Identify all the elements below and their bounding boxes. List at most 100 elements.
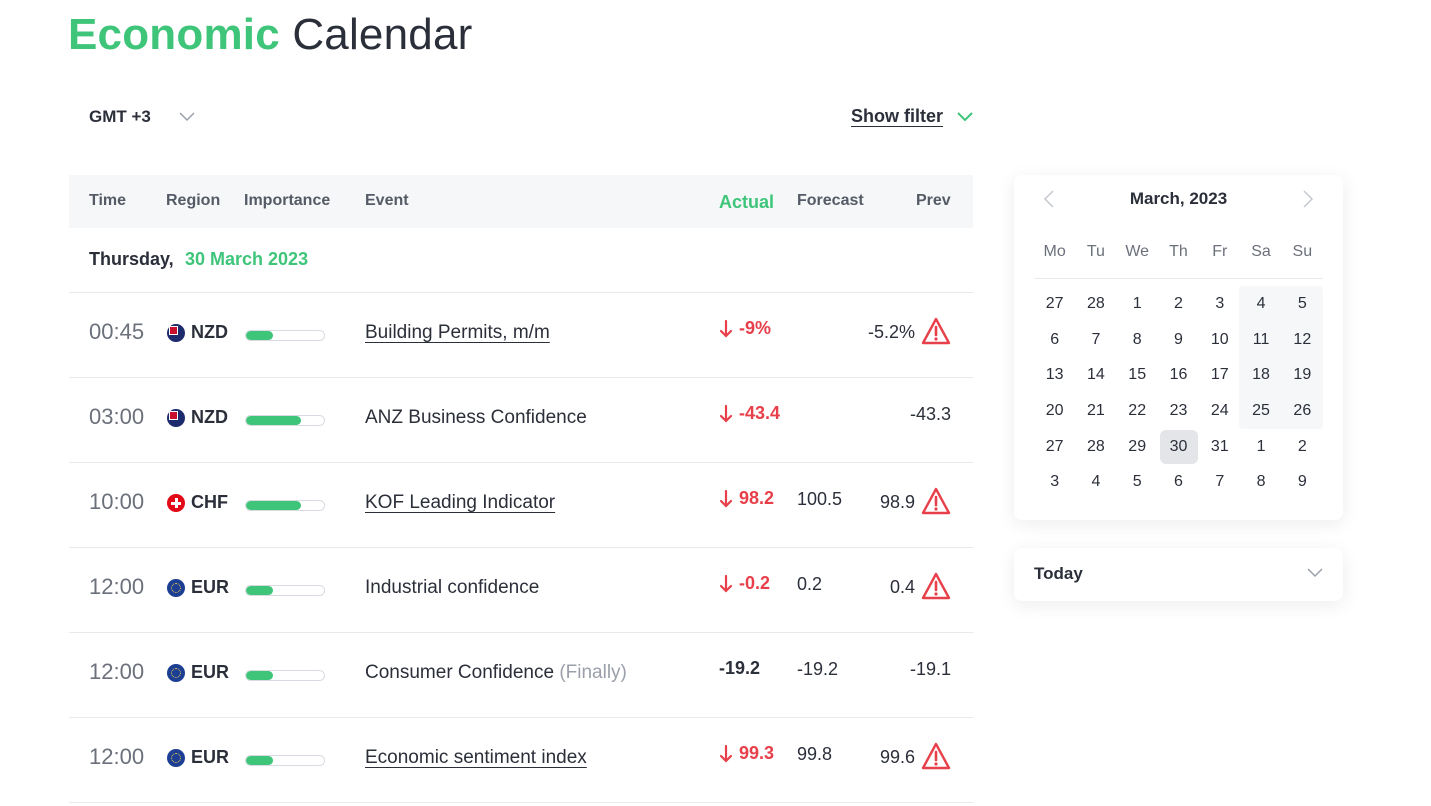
- calendar-day[interactable]: 13: [1034, 357, 1075, 393]
- actual-value: -9%: [739, 318, 772, 338]
- calendar-day[interactable]: 1: [1240, 429, 1281, 465]
- event-title: KOF Leading Indicator: [365, 492, 556, 513]
- chevron-left-icon[interactable]: [1042, 189, 1056, 209]
- calendar-day[interactable]: 2: [1158, 286, 1199, 322]
- event-prev: -43.3: [910, 404, 951, 425]
- calendar-day-number: 17: [1210, 366, 1229, 384]
- calendar-day-number: 15: [1128, 366, 1147, 384]
- event-time: 12:00: [89, 744, 145, 769]
- weekday-label: Fr: [1212, 243, 1228, 260]
- prev-value: -5.2%: [867, 321, 915, 342]
- prev-value: 99.6: [879, 746, 915, 767]
- calendar-day-number: 8: [1132, 330, 1142, 348]
- calendar-day[interactable]: 5: [1282, 286, 1323, 322]
- calendar-day[interactable]: 30: [1158, 429, 1199, 465]
- calendar-day[interactable]: 19: [1282, 357, 1323, 393]
- warning-icon: [921, 572, 951, 600]
- calendar-day[interactable]: 28: [1075, 286, 1116, 322]
- flag-icon: [167, 663, 185, 682]
- weekend-highlight: [1239, 286, 1323, 429]
- calendar-day[interactable]: 2: [1282, 429, 1323, 465]
- calendar-week: 20 21 22 23 24 25 26: [1034, 393, 1323, 429]
- calendar-day[interactable]: 23: [1158, 393, 1199, 429]
- calendar-day[interactable]: 6: [1034, 322, 1075, 358]
- event-name: Consumer Confidence (Finally): [365, 662, 627, 684]
- today-dropdown[interactable]: Today: [1014, 548, 1343, 601]
- chevron-right-icon[interactable]: [1301, 189, 1315, 209]
- calendar-day[interactable]: 15: [1117, 357, 1158, 393]
- calendar-day[interactable]: 14: [1075, 357, 1116, 393]
- event-region: EUR: [167, 577, 229, 598]
- calendar-divider: [1034, 278, 1323, 279]
- col-importance: Importance: [244, 192, 331, 209]
- calendar-day[interactable]: 24: [1199, 393, 1240, 429]
- calendar-day[interactable]: 25: [1240, 393, 1281, 429]
- event-actual: -43.4: [719, 403, 780, 424]
- calendar-grid: 27 28 1 2 3 4 5 6 7 8 9 10 11 12 13 14 15 16 17 18 19 20 21 22 2…: [1034, 286, 1323, 500]
- calendar-day[interactable]: 1: [1117, 286, 1158, 322]
- timezone-select[interactable]: GMT +3: [89, 107, 195, 127]
- event-forecast: 100.5: [797, 489, 843, 509]
- calendar-day[interactable]: 17: [1199, 357, 1240, 393]
- calendar-day[interactable]: 5: [1117, 464, 1158, 500]
- calendar-day[interactable]: 8: [1117, 322, 1158, 358]
- calendar-day[interactable]: 7: [1075, 322, 1116, 358]
- weekday-label: Sa: [1251, 243, 1271, 260]
- calendar-day-number: 1: [1132, 294, 1142, 312]
- calendar-day[interactable]: 3: [1199, 286, 1240, 322]
- chevron-down-icon: [1307, 568, 1323, 578]
- calendar-day[interactable]: 8: [1240, 464, 1281, 500]
- day-header: Thursday, 30 March 2023: [69, 228, 973, 293]
- calendar-day[interactable]: 12: [1282, 322, 1323, 358]
- col-time: Time: [89, 192, 127, 209]
- calendar-day[interactable]: 16: [1158, 357, 1199, 393]
- table-row: 10:00 CHF KOF Leading Indicator 98.2 100.5 98…: [69, 463, 973, 548]
- event-name[interactable]: KOF Leading Indicator: [365, 492, 555, 514]
- calendar-day-number: 7: [1091, 330, 1101, 348]
- calendar-day[interactable]: 31: [1199, 429, 1240, 465]
- flag-icon: [167, 493, 185, 512]
- show-filter-button[interactable]: Show filter: [851, 106, 973, 127]
- table-row: 12:00 EUR Consumer Confidence (Finally) -19…: [69, 633, 973, 718]
- calendar-day[interactable]: 22: [1117, 393, 1158, 429]
- calendar-day[interactable]: 26: [1282, 393, 1323, 429]
- actual-value: -0.2: [739, 573, 771, 593]
- importance-bar: [245, 585, 325, 596]
- calendar-day[interactable]: 29: [1117, 429, 1158, 465]
- calendar-day[interactable]: 9: [1282, 464, 1323, 500]
- calendar-day[interactable]: 21: [1075, 393, 1116, 429]
- event-name[interactable]: Building Permits, m/m: [365, 322, 550, 344]
- calendar-day[interactable]: 6: [1158, 464, 1199, 500]
- calendar-day-number: 14: [1087, 366, 1105, 384]
- flag-icon: [167, 748, 185, 767]
- calendar-day[interactable]: 28: [1075, 429, 1116, 465]
- calendar-day-number: 28: [1087, 294, 1105, 312]
- show-filter-label: Show filter: [851, 106, 944, 126]
- calendar-day[interactable]: 10: [1199, 322, 1240, 358]
- event-time: 12:00: [89, 659, 145, 684]
- calendar-day-number: 4: [1091, 473, 1101, 491]
- actual-value: -43.4: [739, 403, 781, 423]
- flag-icon: [167, 408, 185, 427]
- calendar-day-number: 3: [1050, 473, 1060, 491]
- calendar-day[interactable]: 20: [1034, 393, 1075, 429]
- event-name[interactable]: Economic sentiment index: [365, 747, 587, 769]
- calendar-day[interactable]: 18: [1240, 357, 1281, 393]
- calendar-day[interactable]: 4: [1075, 464, 1116, 500]
- calendar-day[interactable]: 4: [1240, 286, 1281, 322]
- warning-icon: [921, 317, 951, 345]
- calendar-day-number: 10: [1210, 330, 1229, 348]
- calendar-day[interactable]: 27: [1034, 286, 1075, 322]
- warning-icon: [921, 487, 951, 515]
- event-name: Industrial confidence: [365, 577, 539, 599]
- calendar-day[interactable]: 9: [1158, 322, 1199, 358]
- calendar-day[interactable]: 11: [1240, 322, 1281, 358]
- event-title: Building Permits, m/m: [365, 322, 550, 343]
- event-prev: 98.9: [880, 487, 951, 515]
- arrow-down-icon: [719, 404, 733, 423]
- calendar-day[interactable]: 3: [1034, 464, 1075, 500]
- calendar-day[interactable]: 7: [1199, 464, 1240, 500]
- col-forecast: Forecast: [797, 192, 864, 209]
- calendar-day-number: 11: [1252, 330, 1270, 348]
- calendar-day[interactable]: 27: [1034, 429, 1075, 465]
